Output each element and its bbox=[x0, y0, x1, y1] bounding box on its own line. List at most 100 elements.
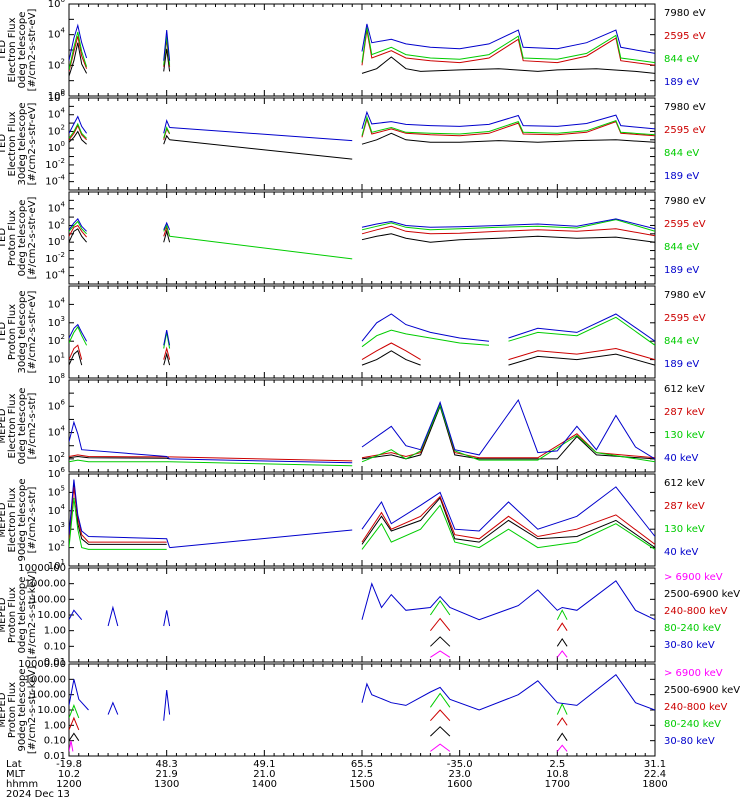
y-axis-label-line: Proton Flux bbox=[7, 587, 18, 643]
series-line-240-800-kev bbox=[430, 617, 451, 632]
y-axis-label: TEDElectron Flux0deg telescope[#/cm2-s-s… bbox=[0, 9, 38, 92]
series-line-287-kev bbox=[69, 454, 170, 458]
series-line-7980-ev bbox=[361, 56, 655, 74]
y-tick-label: 100 bbox=[48, 88, 65, 102]
series-line-2500-6900-kev bbox=[430, 726, 451, 737]
y-tick-label: 10000.00 bbox=[18, 563, 66, 574]
series-line-844-ev bbox=[361, 27, 655, 64]
series-group bbox=[69, 580, 655, 658]
y-tick-label: 104 bbox=[48, 425, 66, 439]
y-tick-label: 102 bbox=[48, 217, 65, 231]
y-axis-label-line: TED bbox=[0, 40, 8, 61]
y-axis-label-line: [#/cm2-s-str-eV] bbox=[27, 197, 38, 280]
series-line-40-kev bbox=[169, 529, 353, 549]
y-tick-label: 10.00 bbox=[37, 705, 66, 716]
series-line-189-ev bbox=[361, 23, 655, 54]
legend-entry: 80-240 keV bbox=[664, 623, 721, 634]
y-axis-label-line: [#/cm2-s-str] bbox=[27, 486, 38, 553]
series-line-287-kev bbox=[69, 486, 167, 543]
series-line-130-kev bbox=[69, 497, 167, 550]
legend-entry: 2595 eV bbox=[664, 313, 706, 324]
y-tick-label: 1.00 bbox=[44, 626, 66, 637]
footer-hhmm-label: hhmm bbox=[6, 779, 38, 790]
y-tick-label: 0.10 bbox=[44, 641, 66, 652]
series-line-189-ev bbox=[361, 110, 655, 130]
series-line-7980-ev bbox=[163, 48, 171, 72]
series-line-844-ev bbox=[361, 329, 490, 348]
footer-lat-value: -19.8 bbox=[56, 759, 82, 770]
series-line-2500-6900-kev bbox=[69, 732, 80, 741]
y-tick-label: 106 bbox=[48, 466, 66, 480]
footer-lat-label: Lat bbox=[6, 759, 22, 770]
series-group bbox=[69, 398, 655, 467]
series-line-189-ev bbox=[163, 118, 171, 134]
series-line-287-kev bbox=[169, 456, 353, 462]
y-tick-label: 102 bbox=[48, 333, 65, 347]
y-tick-label: 102 bbox=[48, 57, 65, 71]
series-line-130-kev bbox=[69, 459, 170, 463]
legend-entry: 130 keV bbox=[664, 524, 705, 535]
y-tick-label: 0.10 bbox=[44, 736, 66, 747]
legend-entry: 2500-6900 keV bbox=[664, 589, 740, 600]
series-line-2595-ev bbox=[361, 30, 655, 66]
series-line-189-ev bbox=[163, 221, 171, 230]
footer-mlt-value: 22.4 bbox=[644, 769, 666, 780]
series-line-7980-ev bbox=[361, 233, 655, 243]
legend-entry: 40 keV bbox=[664, 453, 698, 464]
series-line-7980-ev bbox=[69, 228, 87, 243]
y-tick-label: 0.01 bbox=[44, 751, 66, 762]
series-line-2595-ev bbox=[361, 342, 421, 361]
y-tick-label: 10-4 bbox=[45, 268, 65, 282]
series-line-7980-ev bbox=[163, 352, 171, 366]
y-tick-label: 103 bbox=[48, 521, 65, 535]
series-line-2595-ev bbox=[69, 124, 87, 141]
series-line-40-kev bbox=[169, 458, 353, 464]
y-tick-label: 104 bbox=[48, 107, 66, 121]
footer-hhmm-value: 1700 bbox=[545, 779, 570, 790]
series-line-2595-ev bbox=[361, 225, 655, 237]
y-tick-label: 1000.00 bbox=[25, 579, 66, 590]
footer-lat-value: -35.0 bbox=[447, 759, 473, 770]
y-tick-label: 10.00 bbox=[37, 610, 66, 621]
y-tick-label: 106 bbox=[48, 90, 66, 104]
series-line-7980-ev bbox=[69, 42, 88, 77]
panel-2: 106 104 102 100 10-2 10-4 TEDElectron Flux30de… bbox=[0, 90, 706, 191]
y-axis-label-line: 0deg telescope bbox=[17, 577, 28, 654]
y-axis-label-line: [#/cm2-s-str] bbox=[27, 392, 38, 459]
series-line-80-240-kev bbox=[429, 600, 451, 616]
series-line-2500-6900-kev bbox=[556, 732, 568, 741]
series-line-80-240-kev bbox=[429, 692, 451, 708]
y-tick-label: 102 bbox=[48, 451, 65, 465]
series-line-2595-ev bbox=[361, 117, 655, 138]
y-axis-label-line: 0deg telescope bbox=[17, 12, 28, 89]
series-line-80-240-kev bbox=[69, 704, 80, 719]
y-tick-label: 10-4 bbox=[45, 174, 65, 188]
legend-entry: 7980 eV bbox=[664, 102, 706, 113]
y-axis-label-line: MEPED bbox=[0, 502, 8, 537]
y-axis-label-line: 30deg telescope bbox=[17, 290, 28, 373]
y-axis-label-line: Electron Flux bbox=[7, 111, 18, 176]
y-axis-label: MEPEDProton Flux0deg telescope[#/cm2-s-s… bbox=[0, 571, 38, 659]
legend-entry: 30-80 keV bbox=[664, 640, 715, 651]
series-line-844-ev bbox=[69, 122, 87, 139]
footer-mlt-label: MLT bbox=[6, 769, 26, 780]
footer-lat-value: 65.5 bbox=[351, 759, 373, 770]
legend-entry: 189 eV bbox=[664, 77, 699, 88]
legend-entry: 612 keV bbox=[664, 478, 705, 489]
y-axis-label-line: Proton Flux bbox=[7, 210, 18, 266]
y-tick-label: 10000.00 bbox=[18, 659, 66, 670]
footer-hhmm-value: 1500 bbox=[349, 779, 374, 790]
y-tick-label: 108 bbox=[48, 372, 65, 386]
y-axis-label-line: MEPED bbox=[0, 408, 8, 443]
y-axis-label: TEDProton Flux30deg telescope[#/cm2-s-st… bbox=[0, 290, 38, 373]
y-axis-label-line: 0deg telescope bbox=[17, 200, 28, 277]
y-tick-label: 103 bbox=[48, 315, 65, 329]
y-tick-label: 10-2 bbox=[45, 251, 65, 265]
series-line--6900-kev bbox=[69, 740, 74, 752]
series-line-844-ev bbox=[163, 224, 171, 237]
series-line-189-ev bbox=[163, 330, 171, 346]
series-line-240-800-kev bbox=[556, 717, 568, 726]
footer-mlt-value: 21.9 bbox=[156, 769, 178, 780]
y-axis-label: TEDElectron Flux30deg telescope[#/cm2-s-… bbox=[0, 102, 38, 185]
